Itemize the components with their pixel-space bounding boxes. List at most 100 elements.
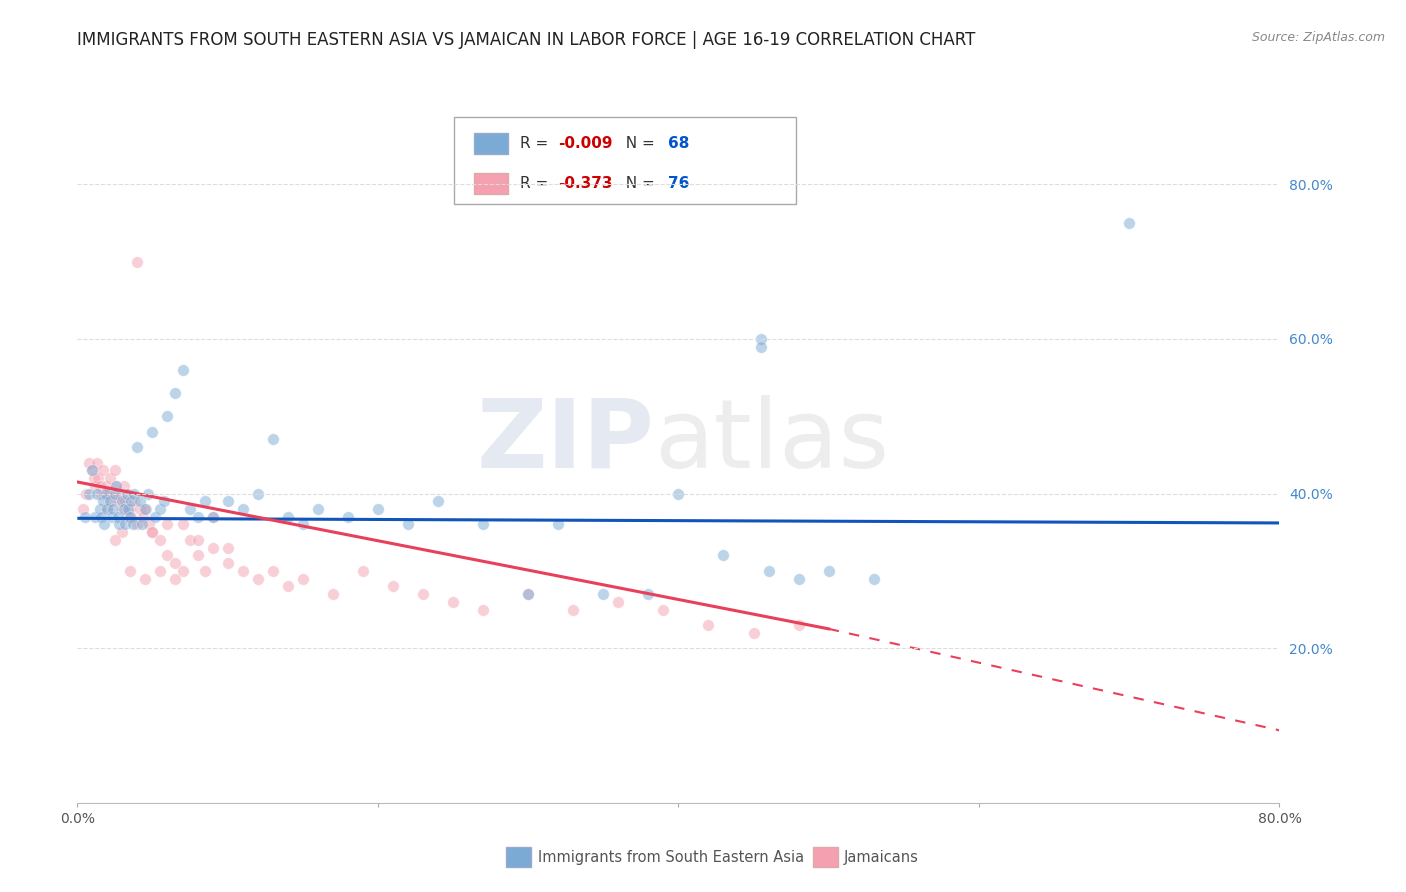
- Point: [82, 463, 104, 477]
- Point: [187, 509, 209, 524]
- Point: [104, 486, 127, 500]
- Point: [107, 509, 129, 524]
- Point: [114, 517, 136, 532]
- Point: [412, 587, 434, 601]
- Point: [111, 502, 134, 516]
- FancyBboxPatch shape: [454, 118, 796, 204]
- FancyBboxPatch shape: [474, 173, 508, 194]
- Point: [149, 502, 172, 516]
- Point: [156, 517, 179, 532]
- Point: [562, 602, 585, 616]
- Point: [134, 572, 156, 586]
- Point: [163, 572, 186, 586]
- Point: [713, 549, 735, 563]
- Point: [90, 509, 112, 524]
- Point: [112, 479, 135, 493]
- Point: [232, 502, 254, 516]
- Point: [187, 549, 209, 563]
- Point: [607, 595, 630, 609]
- Point: [592, 587, 614, 601]
- Point: [105, 479, 128, 493]
- Point: [75, 486, 97, 500]
- Point: [668, 486, 690, 500]
- Point: [131, 517, 153, 532]
- Point: [122, 517, 145, 532]
- Point: [787, 618, 810, 632]
- Point: [246, 572, 269, 586]
- Point: [72, 502, 94, 516]
- Text: N =: N =: [616, 176, 659, 191]
- Text: IMMIGRANTS FROM SOUTH EASTERN ASIA VS JAMAICAN IN LABOR FORCE | AGE 16-19 CORREL: IMMIGRANTS FROM SOUTH EASTERN ASIA VS JA…: [77, 31, 976, 49]
- Point: [217, 494, 239, 508]
- Point: [749, 340, 772, 354]
- Point: [336, 509, 359, 524]
- Text: Jamaicans: Jamaicans: [844, 850, 918, 864]
- Point: [118, 564, 141, 578]
- Point: [94, 486, 117, 500]
- Point: [115, 509, 138, 524]
- Point: [277, 579, 299, 593]
- Point: [97, 486, 120, 500]
- Text: R =: R =: [520, 176, 553, 191]
- Point: [82, 463, 104, 477]
- Point: [120, 494, 142, 508]
- Point: [472, 517, 495, 532]
- Point: [145, 509, 167, 524]
- Point: [89, 479, 111, 493]
- Point: [103, 502, 125, 516]
- Point: [104, 533, 127, 547]
- Point: [141, 525, 163, 540]
- Point: [217, 541, 239, 555]
- Point: [103, 486, 125, 500]
- Point: [742, 625, 765, 640]
- Text: -0.009: -0.009: [558, 136, 613, 151]
- Text: 68: 68: [668, 136, 689, 151]
- Point: [156, 549, 179, 563]
- Point: [201, 509, 224, 524]
- Point: [163, 556, 186, 570]
- Point: [79, 456, 101, 470]
- Point: [96, 502, 118, 516]
- Point: [108, 517, 131, 532]
- Point: [862, 572, 884, 586]
- Point: [124, 486, 146, 500]
- Point: [112, 502, 135, 516]
- Point: [172, 363, 194, 377]
- Point: [114, 494, 136, 508]
- Point: [172, 517, 194, 532]
- Point: [141, 525, 163, 540]
- Point: [149, 533, 172, 547]
- Point: [291, 572, 314, 586]
- Point: [127, 517, 149, 532]
- Point: [107, 486, 129, 500]
- Point: [127, 440, 149, 454]
- Point: [163, 386, 186, 401]
- Point: [396, 517, 419, 532]
- Point: [86, 456, 108, 470]
- Point: [179, 502, 201, 516]
- Point: [87, 471, 110, 485]
- Point: [73, 509, 96, 524]
- Point: [201, 541, 224, 555]
- Point: [135, 502, 157, 516]
- Text: ZIP: ZIP: [477, 394, 654, 488]
- Point: [129, 494, 152, 508]
- Point: [91, 463, 114, 477]
- Point: [141, 425, 163, 439]
- Point: [104, 463, 127, 477]
- Point: [179, 533, 201, 547]
- Point: [217, 556, 239, 570]
- Point: [517, 587, 540, 601]
- Point: [149, 564, 172, 578]
- Point: [232, 564, 254, 578]
- Point: [120, 509, 142, 524]
- Point: [758, 564, 780, 578]
- Point: [111, 525, 134, 540]
- Point: [93, 486, 115, 500]
- Point: [118, 502, 141, 516]
- Point: [817, 564, 839, 578]
- FancyBboxPatch shape: [474, 133, 508, 153]
- Point: [156, 409, 179, 424]
- Point: [262, 564, 284, 578]
- Point: [201, 509, 224, 524]
